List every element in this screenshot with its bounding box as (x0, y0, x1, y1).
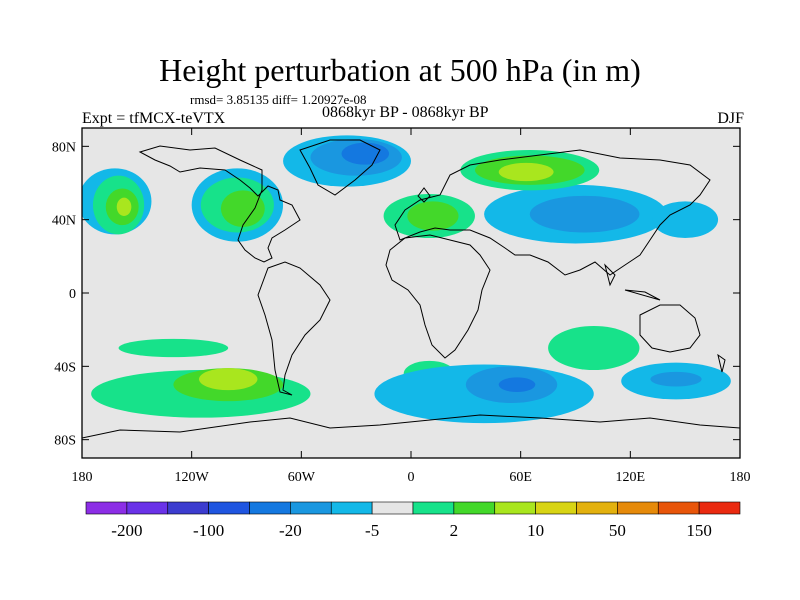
colorbar-swatch (330, 501, 373, 515)
contour-blob (652, 201, 719, 239)
colorbar-swatch (535, 501, 577, 515)
lat-label: 80N (52, 140, 76, 155)
colorbar-label: -5 (365, 521, 379, 540)
colorbar-swatch (698, 501, 741, 515)
stats-text: rmsd= 3.85135 diff= 1.20927e-08 (190, 92, 367, 107)
lon-label: 120E (616, 470, 646, 485)
contour-blob (116, 197, 132, 216)
contour-blob (498, 377, 536, 392)
contour-blob (407, 201, 459, 231)
coast-islands (417, 187, 726, 373)
coast-eurasia (394, 149, 711, 276)
lon-label: 60W (288, 470, 316, 485)
contour-blob (341, 142, 390, 165)
colorbar-swatch (167, 501, 209, 515)
coast-australia (639, 304, 701, 353)
contour-blob (118, 338, 229, 358)
colorbar-swatch (412, 501, 455, 515)
contour-blob (198, 368, 258, 391)
lat-label: 80S (54, 434, 76, 449)
coast-africa (385, 234, 491, 359)
colorbar-swatch (290, 501, 332, 515)
colorbar-swatch (494, 501, 536, 515)
contour-blob (650, 371, 702, 387)
map-panel: 80N 40N 0 40S 80S 180 120W 60W 0 60E 120E 180 (52, 127, 751, 485)
colorbar-swatch (85, 501, 128, 515)
colorbar-swatch (576, 501, 618, 515)
season-label: DJF (717, 110, 744, 127)
colorbar-swatch (617, 501, 659, 515)
lon-label: 180 (72, 470, 93, 485)
contour-blob (529, 195, 640, 233)
lat-label: 0 (69, 287, 76, 302)
contour-blob (498, 162, 554, 182)
colorbar-label: 2 (450, 521, 459, 540)
contour-blob (548, 326, 640, 370)
experiment-label: Expt = tfMCX-teVTX (82, 110, 226, 127)
colorbar-swatch (453, 501, 496, 515)
plot-title: Height perturbation at 500 hPa (in m) (159, 52, 641, 88)
colorbar-swatch (657, 501, 700, 515)
longitude-axis: 180 120W 60W 0 60E 120E 180 (72, 128, 751, 485)
contour-fields (82, 135, 731, 424)
period-label: 0868kyr BP - 0868kyr BP (322, 104, 489, 121)
colorbar-swatch (371, 501, 414, 515)
colorbar-label: 10 (527, 521, 544, 540)
lon-label: 180 (730, 470, 751, 485)
lon-label: 60E (509, 470, 532, 485)
lon-label: 120W (175, 470, 210, 485)
latitude-axis: 80N 40N 0 40S 80S (52, 140, 740, 449)
coast-antarctica (82, 414, 740, 439)
coast-south-america (257, 261, 331, 396)
colorbar: -200 -100 -20 -5 2 10 50 150 (85, 501, 741, 540)
colorbar-label: -20 (279, 521, 302, 540)
colorbar-swatch (249, 501, 291, 515)
lat-label: 40S (54, 360, 76, 375)
colorbar-label: -100 (193, 521, 224, 540)
coast-greenland (299, 139, 381, 196)
coastlines (82, 139, 740, 439)
colorbar-label: -200 (111, 521, 142, 540)
lon-label: 0 (408, 470, 415, 485)
contour-blob (220, 190, 265, 228)
colorbar-swatch (126, 501, 169, 515)
lat-label: 40N (52, 214, 76, 229)
coast-north-america (138, 145, 301, 263)
colorbar-label: 150 (686, 521, 712, 540)
colorbar-label: 50 (609, 521, 626, 540)
colorbar-swatch (208, 501, 250, 515)
